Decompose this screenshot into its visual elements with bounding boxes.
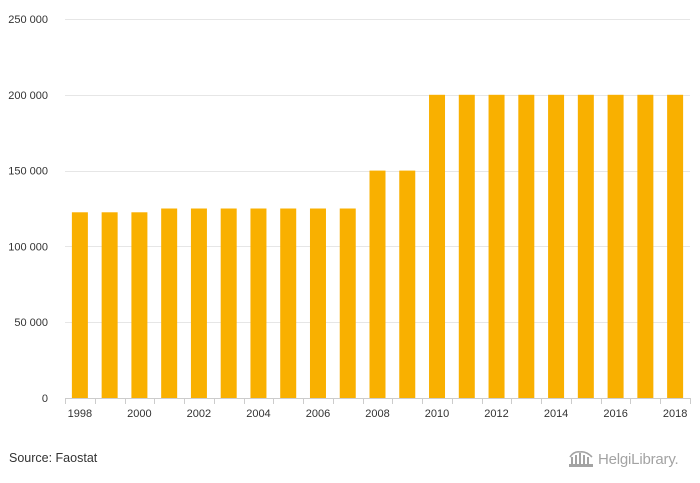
bar-2008 [369, 170, 386, 398]
y-tick-label: 0 [42, 393, 48, 405]
bar-2015 [577, 94, 594, 399]
x-axis-labels: 1998 2000 2002 2004 2006 2008 2010 2012 2014 2016… [68, 408, 688, 420]
x-tick-label: 2006 [306, 408, 330, 420]
x-tick-label: 1998 [68, 408, 92, 420]
bar-2009 [399, 170, 416, 398]
brand-logo[interactable]: HelgiLibrary. [568, 447, 679, 471]
bar-2007 [339, 208, 356, 398]
bar-2003 [220, 208, 237, 398]
bar-2006 [309, 208, 326, 398]
x-tick-label: 2000 [127, 408, 151, 420]
y-tick-label: 100 000 [8, 241, 48, 253]
y-tick-label: 50 000 [14, 317, 48, 329]
x-tick-label: 2002 [187, 408, 211, 420]
bar-1998 [71, 212, 88, 398]
x-tick-label: 2008 [365, 408, 389, 420]
x-tick-label: 2018 [663, 408, 687, 420]
brand-name: HelgiLibrary. [598, 450, 679, 468]
bar-1999 [101, 212, 118, 398]
library-building-icon [569, 451, 593, 467]
source-note: Source: Faostat [9, 451, 98, 465]
y-tick-label: 150 000 [8, 166, 48, 178]
bar-2010 [429, 94, 446, 399]
bar-2018 [667, 94, 684, 399]
bar-2017 [637, 94, 654, 399]
bar-2014 [548, 94, 565, 399]
x-tick-label: 2014 [544, 408, 568, 420]
y-tick-label: 250 000 [8, 14, 48, 26]
x-tick-label: 2012 [484, 408, 508, 420]
y-axis-labels: 0 50 000 100 000 150 000 200 000 250 000 [8, 14, 48, 405]
bar-2016 [607, 94, 624, 399]
bars [71, 94, 684, 399]
x-axis [65, 398, 691, 404]
bar-2004 [250, 208, 267, 398]
bar-2001 [161, 208, 178, 398]
bar-2013 [518, 94, 535, 399]
bar-2011 [458, 94, 475, 399]
x-tick-label: 2016 [603, 408, 627, 420]
x-tick-label: 2010 [425, 408, 449, 420]
bar-2005 [280, 208, 297, 398]
bar-2002 [190, 208, 207, 398]
x-tick-label: 2004 [246, 408, 270, 420]
bar-2000 [131, 212, 148, 398]
y-tick-label: 200 000 [8, 90, 48, 102]
bar-2012 [488, 94, 505, 399]
